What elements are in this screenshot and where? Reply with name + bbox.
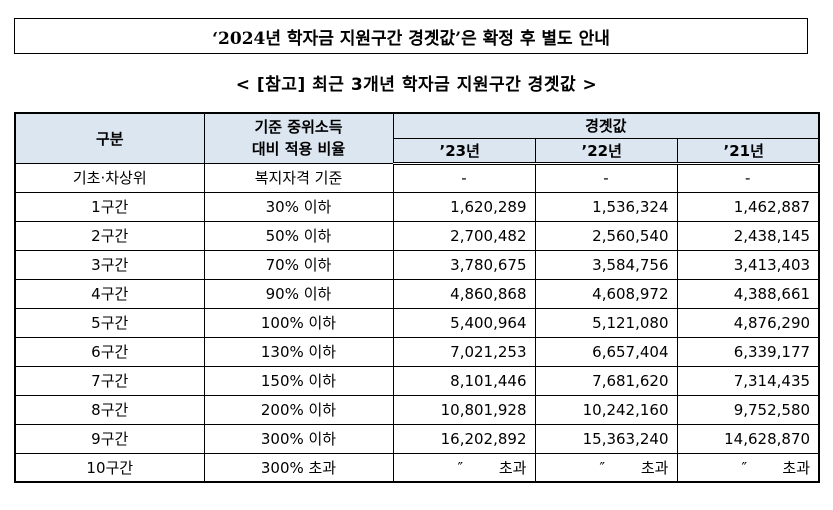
table-cell: 9,752,580: [676, 394, 820, 425]
table-cell: 5,400,964: [392, 307, 536, 338]
table-cell: 4,876,290: [676, 307, 820, 338]
table-head: 구분 기준 중위소득 대비 적용 비율 경곗값 ’23년 ’22년 ’21년: [14, 112, 820, 165]
table-cell: 4,388,661: [676, 278, 820, 309]
table-cell: 10구간: [14, 452, 205, 483]
header-cell: 경곗값: [392, 112, 820, 139]
table-cell: 1구간: [14, 191, 205, 222]
table-cell: 70% 이하: [203, 249, 394, 280]
table-cell: 10,801,928: [392, 394, 536, 425]
table-cell: -: [534, 162, 678, 193]
table-cell: 1,536,324: [534, 191, 678, 222]
table-cell: 2,700,482: [392, 220, 536, 251]
table-row: 3구간 70% 이하 3,780,675 3,584,756 3,413,403: [14, 249, 820, 280]
table-cell: 6,657,404: [534, 336, 678, 367]
table-cell: 4구간: [14, 278, 205, 309]
table-cell: 2,438,145: [676, 220, 820, 251]
table-row: 6구간 130% 이하 7,021,253 6,657,404 6,339,177: [14, 336, 820, 367]
table-row: 2구간 50% 이하 2,700,482 2,560,540 2,438,145: [14, 220, 820, 251]
table-cell: 2구간: [14, 220, 205, 251]
table-cell: 3,584,756: [534, 249, 678, 280]
table-cell: ″ 초과: [392, 452, 536, 483]
table-cell: 5구간: [14, 307, 205, 338]
header-cell: 구분: [14, 112, 205, 164]
header-cell: ’23년: [392, 137, 536, 165]
table-cell: ″ 초과: [534, 452, 678, 483]
table-cell: 7,314,435: [676, 365, 820, 396]
threshold-table: 구분 기준 중위소득 대비 적용 비율 경곗값 ’23년 ’22년 ’21년 기초·…: [14, 112, 821, 483]
table-row: 1구간 30% 이하 1,620,289 1,536,324 1,462,887: [14, 191, 820, 222]
table-cell: ″ 초과: [676, 452, 820, 483]
header-cell: ’21년: [676, 137, 820, 165]
table-row: 기초·차상위 복지자격 기준 - - -: [14, 162, 820, 193]
table-cell: 10,242,160: [534, 394, 678, 425]
table-cell: 200% 이하: [203, 394, 394, 425]
table-row: 4구간 90% 이하 4,860,868 4,608,972 4,388,661: [14, 278, 820, 309]
table-row: 5구간 100% 이하 5,400,964 5,121,080 4,876,290: [14, 307, 820, 338]
table-cell: 130% 이하: [203, 336, 394, 367]
table-cell: 4,608,972: [534, 278, 678, 309]
table-cell: 4,860,868: [392, 278, 536, 309]
table-cell: 3구간: [14, 249, 205, 280]
table-cell: 300% 초과: [203, 452, 394, 483]
table-cell: 300% 이하: [203, 423, 394, 454]
table-cell: 1,620,289: [392, 191, 536, 222]
table-cell: -: [676, 162, 820, 193]
header-row: ’23년 ’22년 ’21년: [15, 137, 820, 165]
table-cell: 16,202,892: [392, 423, 536, 454]
notice-title: ‘2024년 학자금 지원구간 경곗값’은 확정 후 별도 안내: [212, 28, 610, 49]
table-cell: 50% 이하: [203, 220, 394, 251]
table-cell: 7,681,620: [534, 365, 678, 396]
table-cell: 6구간: [14, 336, 205, 367]
table-cell: 기초·차상위: [14, 162, 205, 193]
table-cell: 8구간: [14, 394, 205, 425]
table-cell: 9구간: [14, 423, 205, 454]
table-cell: 복지자격 기준: [203, 162, 394, 193]
table-cell: 100% 이하: [203, 307, 394, 338]
table-cell: 5,121,080: [534, 307, 678, 338]
table-row: 8구간 200% 이하 10,801,928 10,242,160 9,752,580: [14, 394, 820, 425]
table-cell: 150% 이하: [203, 365, 394, 396]
table-cell: -: [392, 162, 536, 193]
table-row: 10구간 300% 초과 ″ 초과 ″ 초과 ″ 초과: [14, 452, 820, 483]
header-cell: 기준 중위소득 대비 적용 비율: [203, 112, 394, 164]
table-cell: 1,462,887: [676, 191, 820, 222]
table-cell: 2,560,540: [534, 220, 678, 251]
table-cell: 3,413,403: [676, 249, 820, 280]
header-row: 구분 기준 중위소득 대비 적용 비율 경곗값: [14, 112, 820, 164]
table-cell: 30% 이하: [203, 191, 394, 222]
table-cell: 90% 이하: [203, 278, 394, 309]
table-cell: 14,628,870: [676, 423, 820, 454]
table-row: 9구간 300% 이하 16,202,892 15,363,240 14,628,870: [14, 423, 820, 454]
table-cell: 8,101,446: [392, 365, 536, 396]
header-cell: ’22년: [534, 137, 678, 165]
table-cell: 7,021,253: [392, 336, 536, 367]
table-row: 7구간 150% 이하 8,101,446 7,681,620 7,314,435: [14, 365, 820, 396]
notice-box: ‘2024년 학자금 지원구간 경곗값’은 확정 후 별도 안내: [14, 18, 808, 54]
table-cell: 7구간: [14, 365, 205, 396]
table-body: 기초·차상위 복지자격 기준 - - -1구간 30% 이하 1,620,289 1,536,…: [14, 162, 820, 483]
table-cell: 15,363,240: [534, 423, 678, 454]
table-cell: 3,780,675: [392, 249, 536, 280]
table-cell: 6,339,177: [676, 336, 820, 367]
table-subtitle: < [참고] 최근 3개년 학자금 지원구간 경곗값 >: [235, 75, 598, 95]
